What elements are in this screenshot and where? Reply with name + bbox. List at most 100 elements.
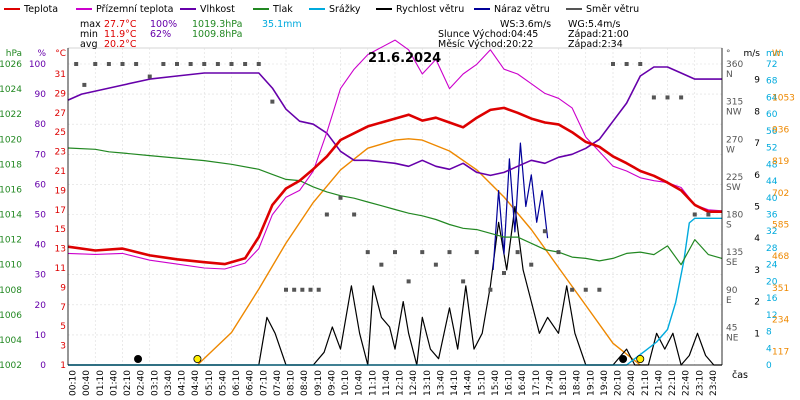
stats-block: max 27.7°C 100% 1019.3hPa 35.1mm min 11.… bbox=[80, 19, 302, 50]
wind-direction-mark bbox=[488, 287, 493, 292]
axis-pct-title: % bbox=[37, 49, 46, 59]
axis-temp-tick: 11 bbox=[55, 264, 66, 274]
axis-radiation-tick: 351 bbox=[772, 284, 789, 294]
time-label: 01:10 bbox=[96, 370, 106, 396]
wind-direction-mark bbox=[270, 99, 275, 104]
wind-direction-mark bbox=[202, 62, 207, 66]
wind-direction-mark bbox=[556, 250, 561, 255]
time-label: 06:40 bbox=[246, 370, 256, 396]
axis-radiation-tick: 819 bbox=[772, 157, 789, 167]
time-label: 13:10 bbox=[423, 370, 433, 396]
axis-hpa-tick: 1020 bbox=[0, 135, 22, 145]
legend-label-rychlost: Rychlost větru bbox=[396, 4, 464, 15]
time-label: 19:10 bbox=[586, 370, 596, 396]
axis-rain-tick: 40 bbox=[766, 194, 778, 204]
axis-dir-name: S bbox=[726, 221, 732, 231]
axis-radiation-tick: 468 bbox=[772, 252, 789, 262]
wind-direction-mark bbox=[679, 95, 684, 100]
axis-dir-name: NE bbox=[726, 333, 739, 343]
axis-temp-tick: 1 bbox=[60, 361, 66, 371]
time-label: 22:10 bbox=[668, 370, 678, 396]
series-rychlost-vetru bbox=[68, 205, 722, 366]
axis-rain-tick: 16 bbox=[766, 294, 778, 304]
series-vlhkost bbox=[67, 66, 722, 177]
axis-hpa-tick: 1008 bbox=[0, 286, 22, 296]
axis-wind-tick: 3 bbox=[754, 266, 760, 276]
axis-radiation-tick: 1053 bbox=[772, 94, 795, 104]
time-label: 20:10 bbox=[614, 370, 624, 396]
axis-temp-tick: 29 bbox=[55, 89, 67, 99]
axis-dir-value: 180 bbox=[726, 211, 743, 221]
axis-hpa-tick: 1016 bbox=[0, 185, 22, 195]
wind-direction-mark bbox=[147, 74, 152, 79]
series-tlak bbox=[67, 147, 723, 266]
wind-direction-mark bbox=[175, 62, 179, 66]
wind-direction-mark bbox=[324, 212, 329, 217]
axis-pct-tick: 100 bbox=[29, 60, 46, 70]
time-label: 08:10 bbox=[287, 370, 297, 396]
axis-pct-tick: 10 bbox=[35, 331, 47, 341]
axis-dir-title: ° bbox=[726, 49, 731, 59]
stats-max-press: 1019.3hPa bbox=[192, 19, 242, 30]
wind-direction-mark bbox=[515, 250, 520, 255]
axis-hpa-tick: 1024 bbox=[0, 85, 22, 95]
axis-hpa-tick: 1004 bbox=[0, 336, 22, 346]
legend-label-naraz: Náraz větru bbox=[494, 4, 550, 15]
axes-layer: hPa1026102410221020101810161014101210101… bbox=[0, 48, 795, 396]
time-label: 21:10 bbox=[641, 370, 651, 396]
chart-date: 21.6.2024 bbox=[368, 51, 441, 66]
axis-temp-tick: 15 bbox=[55, 225, 66, 235]
axis-wind-tick: 4 bbox=[754, 234, 760, 244]
time-label: 22:40 bbox=[682, 370, 692, 396]
stats-max-rain: 35.1mm bbox=[262, 19, 302, 30]
wind-direction-mark bbox=[420, 250, 425, 255]
time-label: 05:40 bbox=[218, 370, 228, 396]
axis-temp-tick: 9 bbox=[60, 283, 66, 293]
axis-wind-tick: 6 bbox=[754, 171, 760, 181]
time-label: 17:10 bbox=[532, 370, 542, 396]
wind-direction-mark bbox=[597, 287, 602, 292]
time-label: 12:40 bbox=[409, 370, 419, 396]
axis-pct-tick: 80 bbox=[35, 120, 47, 130]
axis-radiation-tick: 702 bbox=[772, 189, 789, 199]
axis-wind-tick: 8 bbox=[754, 107, 760, 117]
axis-dir-name: E bbox=[726, 296, 732, 306]
wind-direction-mark bbox=[134, 62, 139, 66]
time-label: 10:40 bbox=[355, 370, 365, 396]
wind-direction-mark bbox=[570, 287, 575, 292]
axis-rain-tick: 28 bbox=[766, 244, 778, 254]
wind-direction-mark bbox=[229, 62, 234, 66]
axis-hpa-title: hPa bbox=[6, 49, 22, 59]
wind-direction-mark bbox=[433, 262, 438, 267]
axis-rain-tick: 72 bbox=[766, 60, 777, 70]
axis-dir-value: 225 bbox=[726, 173, 743, 183]
series-layer bbox=[67, 39, 723, 366]
wind-direction-mark bbox=[406, 279, 411, 284]
wind-direction-mark bbox=[215, 62, 220, 66]
axis-pct-tick: 60 bbox=[35, 180, 47, 190]
axis-temp-tick: 21 bbox=[55, 167, 66, 177]
stats-min-temp: 11.9°C bbox=[104, 29, 137, 40]
axis-temp-tick: 23 bbox=[55, 148, 66, 158]
axis-radiation-tick: 936 bbox=[772, 125, 789, 135]
axis-pct-tick: 20 bbox=[35, 301, 47, 311]
wind-direction-mark bbox=[665, 95, 670, 100]
time-label: 04:10 bbox=[178, 370, 188, 396]
wind-direction-mark bbox=[502, 271, 506, 276]
legend-label-prizemni: Přízemní teplota bbox=[96, 4, 173, 15]
axis-temp-tick: 13 bbox=[55, 245, 66, 255]
axis-temp-tick: 5 bbox=[60, 322, 66, 332]
axis-dir-value: 270 bbox=[726, 135, 743, 145]
time-label: 23:10 bbox=[695, 370, 705, 396]
wind-direction-mark bbox=[624, 62, 629, 66]
wind-direction-mark bbox=[256, 62, 261, 66]
wind-direction-mark bbox=[583, 287, 588, 292]
stats-max-hum: 100% bbox=[150, 19, 177, 30]
axis-temp-tick: 7 bbox=[60, 303, 66, 313]
sunrise-marker bbox=[193, 354, 202, 363]
axis-hpa-tick: 1002 bbox=[0, 361, 22, 371]
time-label: 00:10 bbox=[69, 370, 79, 396]
wind-direction-mark bbox=[352, 212, 357, 217]
axis-radiation-tick: 585 bbox=[772, 221, 789, 231]
